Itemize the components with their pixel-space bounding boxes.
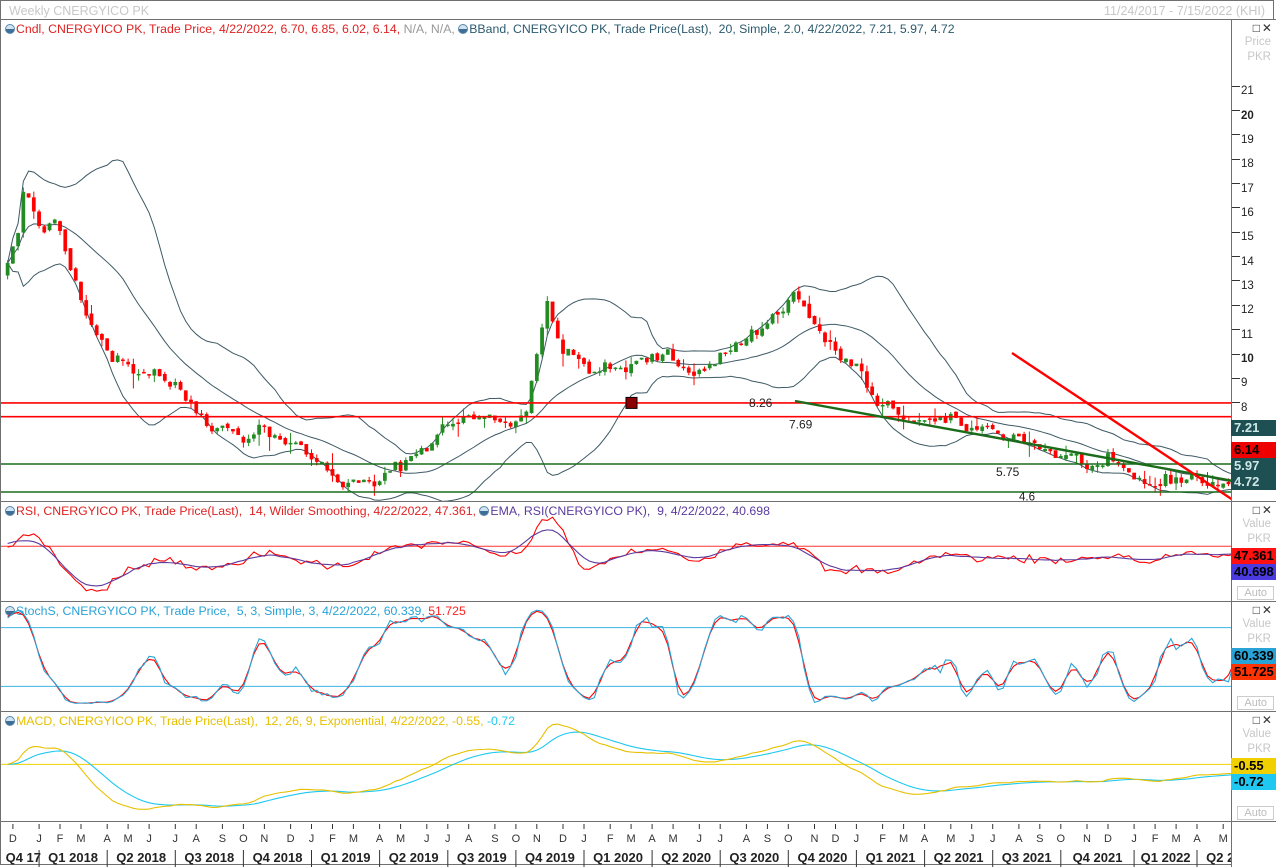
svg-text:M: M: [349, 833, 358, 845]
svg-text:S: S: [764, 833, 771, 845]
svg-text:J: J: [36, 833, 42, 845]
svg-text:O: O: [239, 833, 248, 845]
svg-text:M: M: [1219, 833, 1228, 845]
svg-text:J: J: [445, 833, 451, 845]
svg-text:Q3 2018: Q3 2018: [184, 850, 234, 865]
svg-text:J: J: [969, 833, 975, 845]
svg-text:F: F: [329, 833, 336, 845]
svg-text:S: S: [1036, 833, 1043, 845]
svg-text:J: J: [309, 833, 315, 845]
svg-text:N: N: [811, 833, 819, 845]
svg-text:F: F: [1152, 833, 1159, 845]
svg-text:A: A: [1193, 833, 1201, 845]
svg-text:J: J: [146, 833, 152, 845]
svg-text:Q3 2021: Q3 2021: [1002, 850, 1052, 865]
svg-text:Q4 2020: Q4 2020: [797, 850, 847, 865]
svg-text:Q3 2020: Q3 2020: [729, 850, 779, 865]
svg-text:D: D: [832, 833, 840, 845]
svg-text:Q2 2021: Q2 2021: [934, 850, 984, 865]
svg-text:Q2 2019: Q2 2019: [389, 850, 439, 865]
svg-text:S: S: [491, 833, 498, 845]
svg-text:O: O: [784, 833, 793, 845]
svg-text:A: A: [743, 833, 751, 845]
svg-text:F: F: [879, 833, 886, 845]
svg-text:Q2 2018: Q2 2018: [116, 850, 166, 865]
svg-text:S: S: [219, 833, 226, 845]
svg-text:J: J: [990, 833, 996, 845]
svg-text:Q3 2019: Q3 2019: [457, 850, 507, 865]
svg-text:Q4 2021: Q4 2021: [1073, 850, 1123, 865]
svg-text:Q1 2019: Q1 2019: [321, 850, 371, 865]
svg-text:M: M: [396, 833, 405, 845]
svg-text:O: O: [1057, 833, 1066, 845]
svg-text:A: A: [1015, 833, 1023, 845]
svg-text:F: F: [607, 833, 614, 845]
svg-text:Q1 2018: Q1 2018: [48, 850, 98, 865]
svg-text:M: M: [899, 833, 908, 845]
svg-text:J: J: [717, 833, 723, 845]
svg-text:Q1 2020: Q1 2020: [593, 850, 643, 865]
svg-text:M: M: [76, 833, 85, 845]
svg-text:A: A: [465, 833, 473, 845]
svg-text:J: J: [424, 833, 430, 845]
svg-text:J: J: [697, 833, 703, 845]
svg-text:A: A: [104, 833, 112, 845]
svg-text:M: M: [1172, 833, 1181, 845]
svg-text:A: A: [193, 833, 201, 845]
svg-text:J: J: [173, 833, 179, 845]
svg-text:F: F: [57, 833, 64, 845]
svg-text:O: O: [512, 833, 521, 845]
svg-text:D: D: [9, 833, 17, 845]
svg-text:N: N: [1083, 833, 1091, 845]
svg-text:Q1 2022: Q1 2022: [1141, 850, 1191, 865]
svg-text:Q4 2019: Q4 2019: [525, 850, 575, 865]
svg-text:Q2 2020: Q2 2020: [661, 850, 711, 865]
svg-text:M: M: [124, 833, 133, 845]
svg-text:J: J: [581, 833, 587, 845]
svg-text:A: A: [921, 833, 929, 845]
svg-text:J: J: [854, 833, 860, 845]
svg-text:D: D: [559, 833, 567, 845]
svg-text:M: M: [627, 833, 636, 845]
svg-text:N: N: [533, 833, 541, 845]
svg-text:A: A: [376, 833, 384, 845]
svg-text:Q1 2021: Q1 2021: [866, 850, 916, 865]
svg-text:Q4 2018: Q4 2018: [253, 850, 303, 865]
svg-text:A: A: [648, 833, 656, 845]
svg-text:N: N: [260, 833, 268, 845]
svg-text:Q4 17: Q4 17: [6, 850, 41, 865]
svg-text:J: J: [1131, 833, 1137, 845]
svg-text:D: D: [1104, 833, 1112, 845]
svg-text:M: M: [946, 833, 955, 845]
svg-text:D: D: [287, 833, 295, 845]
svg-text:M: M: [669, 833, 678, 845]
